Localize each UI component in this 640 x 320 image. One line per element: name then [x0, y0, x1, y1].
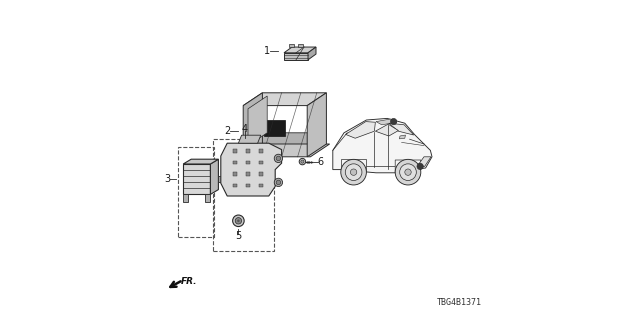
Text: 4: 4	[242, 124, 248, 134]
Polygon shape	[233, 161, 237, 164]
Polygon shape	[259, 172, 263, 176]
Circle shape	[346, 164, 362, 180]
Polygon shape	[396, 160, 421, 173]
Polygon shape	[307, 93, 326, 157]
Polygon shape	[259, 184, 263, 187]
Circle shape	[396, 159, 421, 185]
Polygon shape	[308, 47, 316, 60]
Circle shape	[390, 118, 397, 125]
Text: TBG4B1371: TBG4B1371	[436, 298, 482, 307]
Polygon shape	[243, 93, 262, 157]
Circle shape	[301, 160, 304, 163]
Circle shape	[276, 156, 280, 161]
Polygon shape	[221, 143, 282, 196]
Polygon shape	[248, 133, 324, 146]
Polygon shape	[333, 118, 432, 173]
Text: FR.: FR.	[180, 277, 197, 286]
Polygon shape	[264, 120, 285, 136]
Circle shape	[399, 164, 417, 180]
Circle shape	[405, 169, 412, 175]
Circle shape	[341, 159, 367, 185]
Circle shape	[351, 169, 357, 175]
Polygon shape	[183, 164, 211, 195]
Polygon shape	[183, 159, 218, 164]
Polygon shape	[248, 96, 268, 146]
Polygon shape	[346, 122, 375, 138]
Polygon shape	[340, 159, 366, 171]
Circle shape	[237, 220, 240, 222]
Circle shape	[300, 158, 306, 165]
Polygon shape	[375, 124, 398, 136]
Polygon shape	[246, 184, 250, 187]
Polygon shape	[376, 119, 397, 125]
Polygon shape	[239, 135, 261, 143]
Polygon shape	[205, 195, 211, 203]
Polygon shape	[246, 172, 250, 176]
Text: 1: 1	[264, 46, 270, 56]
Polygon shape	[417, 157, 431, 166]
Polygon shape	[399, 135, 406, 139]
Polygon shape	[284, 47, 316, 53]
Circle shape	[233, 215, 244, 227]
Polygon shape	[243, 93, 326, 106]
Polygon shape	[211, 159, 218, 195]
Text: 3: 3	[164, 174, 170, 184]
Circle shape	[274, 154, 283, 163]
Circle shape	[236, 218, 242, 224]
Polygon shape	[246, 149, 250, 153]
Polygon shape	[259, 161, 263, 164]
Circle shape	[276, 180, 280, 185]
Polygon shape	[183, 195, 188, 203]
Text: 2: 2	[225, 126, 231, 136]
Polygon shape	[233, 184, 237, 187]
Polygon shape	[388, 123, 414, 135]
Polygon shape	[289, 44, 294, 47]
Polygon shape	[298, 44, 303, 47]
Polygon shape	[233, 172, 237, 176]
Circle shape	[417, 163, 424, 170]
Polygon shape	[259, 149, 263, 153]
Circle shape	[274, 178, 283, 187]
Text: 5: 5	[236, 231, 241, 241]
Polygon shape	[218, 176, 224, 182]
Polygon shape	[284, 53, 308, 60]
Polygon shape	[240, 144, 330, 157]
Polygon shape	[233, 149, 237, 153]
Polygon shape	[246, 161, 250, 164]
Text: 6: 6	[317, 156, 323, 167]
